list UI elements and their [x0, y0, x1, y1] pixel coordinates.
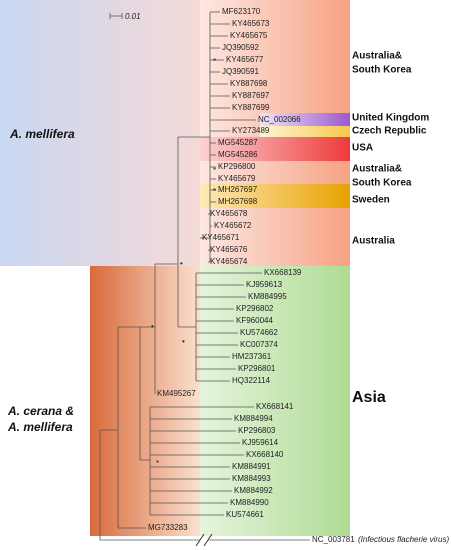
region-label: USA [352, 143, 373, 154]
region-label: Australia& [352, 164, 402, 175]
support-dot: • [151, 322, 154, 331]
scale-bar: 0.01 [109, 12, 141, 21]
clade-label: A. cerana & [7, 404, 74, 418]
leaf-label: KM884992 [234, 486, 273, 495]
support-asterisk: * [213, 57, 216, 66]
leaf-label: KY465673 [232, 19, 270, 28]
support-asterisk: * [156, 459, 159, 468]
leaf-label: MG545287 [218, 138, 258, 147]
leaf-label: KY465679 [218, 174, 256, 183]
leaf-label: KM495267 [157, 389, 196, 398]
scale-label: 0.01 [125, 12, 141, 21]
leaf-label: KM884994 [234, 414, 273, 423]
region-label: Asia [352, 389, 386, 406]
region-label: Australia& [352, 51, 402, 62]
leaf-label: KY465676 [210, 245, 248, 254]
leaf-label: KY465674 [210, 257, 248, 266]
leaf-label: KP296802 [236, 304, 274, 313]
leaf-label: KP296801 [238, 364, 276, 373]
outgroup-note: (Infectious flacherie virus) [358, 535, 449, 544]
leaf-label: KC007374 [240, 340, 278, 349]
region-label: South Korea [352, 65, 412, 76]
leaf-label: KY887697 [232, 91, 270, 100]
region-label: Czech Republic [352, 126, 427, 137]
support-dot: • [180, 259, 183, 268]
leaf-label: HQ322114 [232, 376, 271, 385]
outgroup-label: NC_003781 [312, 535, 355, 544]
leaf-label: KF960044 [236, 316, 273, 325]
leaf-label: KP296803 [238, 426, 276, 435]
region-label: Australia [352, 236, 395, 247]
leaf-label: KY465671 [202, 233, 240, 242]
leaf-label: KY465678 [210, 209, 248, 218]
leaf-label: HM237361 [232, 352, 272, 361]
leaf-label: KJ959613 [246, 280, 283, 289]
leaf-label: KM884990 [230, 498, 269, 507]
support-asterisk: * [213, 166, 216, 175]
leaf-label: MG545286 [218, 150, 258, 159]
leaf-label: KY465672 [214, 221, 252, 230]
leaf-label: KX668140 [246, 450, 284, 459]
leaf-label: KX668139 [264, 268, 302, 277]
support-asterisk: * [213, 187, 216, 196]
region-label: United Kingdom [352, 113, 429, 124]
leaf-label: MH267697 [218, 185, 258, 194]
region-label: Sweden [352, 195, 390, 206]
leaf-label: KM884993 [232, 474, 271, 483]
leaf-label: KM884991 [232, 462, 271, 471]
leaf-label: KU574662 [240, 328, 278, 337]
leaf-label: KY465675 [230, 31, 268, 40]
leaf-label: KY887699 [232, 103, 270, 112]
region-label: South Korea [352, 178, 412, 189]
leaf-label: KJ959614 [242, 438, 279, 447]
leaf-label: KX668141 [256, 402, 294, 411]
leaf-label: KU574661 [226, 510, 264, 519]
leaf-label: KY273489 [232, 126, 270, 135]
leaf-label: MF623170 [222, 7, 261, 16]
leaf-label: NC_002066 [258, 115, 301, 124]
leaf-label: KY465677 [226, 55, 264, 64]
clade-label: A. mellifera [9, 127, 75, 141]
leaf-label: KY887698 [230, 79, 268, 88]
leaf-label: KM884995 [248, 292, 287, 301]
leaf-label: MH267698 [218, 197, 258, 206]
leaf-label: KP296800 [218, 162, 256, 171]
clade-label: A. mellifera [7, 420, 73, 434]
tree-branches [99, 11, 310, 547]
backgrounds [0, 0, 350, 536]
leaf-label: JQ390591 [222, 67, 259, 76]
support-dot: • [182, 337, 185, 346]
leaf-label: MG733283 [148, 523, 188, 532]
leaf-label: JQ390592 [222, 43, 259, 52]
